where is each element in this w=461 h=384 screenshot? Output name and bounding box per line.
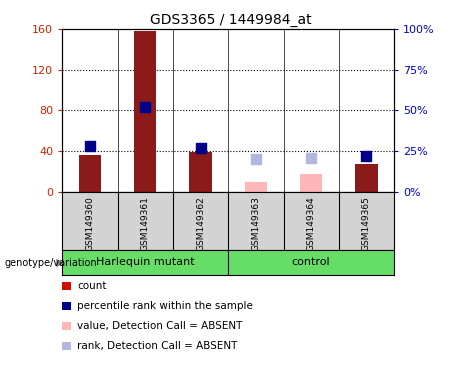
Text: GSM149364: GSM149364	[307, 197, 316, 252]
Text: GSM149365: GSM149365	[362, 197, 371, 252]
Bar	[134, 31, 156, 192]
Text: Harlequin mutant: Harlequin mutant	[96, 257, 195, 267]
Point	[252, 156, 260, 162]
Text: rank, Detection Call = ABSENT: rank, Detection Call = ABSENT	[77, 341, 238, 351]
Text: control: control	[292, 257, 331, 267]
Bar	[300, 174, 322, 192]
Point	[142, 104, 149, 110]
Polygon shape	[56, 259, 65, 267]
Text: count: count	[77, 281, 107, 291]
Text: genotype/variation: genotype/variation	[5, 258, 97, 268]
Text: percentile rank within the sample: percentile rank within the sample	[77, 301, 254, 311]
Text: GSM149360: GSM149360	[85, 197, 95, 252]
Text: GSM149361: GSM149361	[141, 197, 150, 252]
Text: GSM149363: GSM149363	[251, 197, 260, 252]
Point	[86, 143, 94, 149]
Bar	[355, 164, 378, 192]
Text: value, Detection Call = ABSENT: value, Detection Call = ABSENT	[77, 321, 243, 331]
Point	[363, 153, 370, 159]
Bar	[79, 155, 101, 192]
Text: GDS3365 / 1449984_at: GDS3365 / 1449984_at	[150, 13, 311, 27]
Point	[197, 145, 204, 151]
Bar	[189, 152, 212, 192]
Point	[307, 155, 315, 161]
Text: GSM149362: GSM149362	[196, 197, 205, 252]
Bar	[245, 182, 267, 192]
